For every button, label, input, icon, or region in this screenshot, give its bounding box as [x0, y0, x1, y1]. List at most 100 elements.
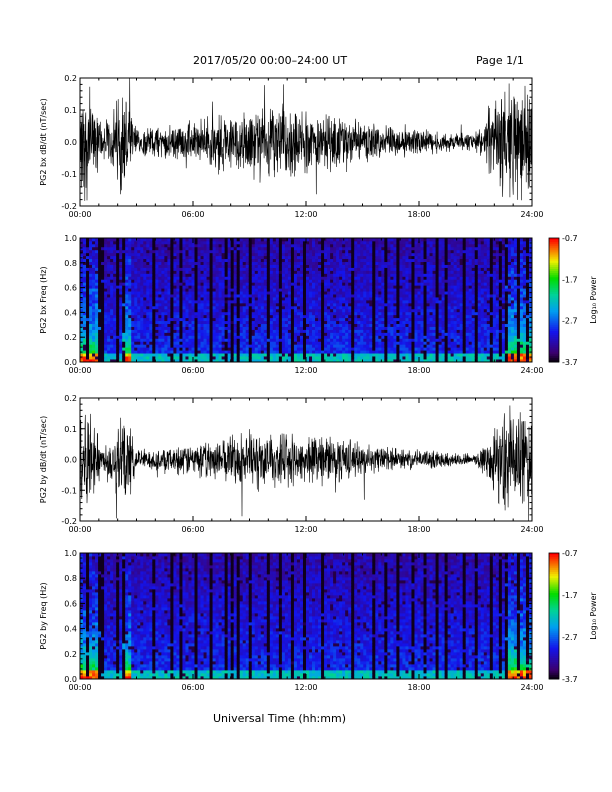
heat-cell: [299, 249, 304, 254]
heat-cell: [269, 317, 274, 322]
heat-cell: [411, 332, 415, 336]
heat-cell: [86, 308, 90, 313]
heat-cell: [191, 326, 195, 330]
heat-cell: [191, 267, 195, 271]
heat-cell: [381, 261, 385, 265]
heat-cell: [266, 255, 271, 260]
heat-cell: [101, 326, 105, 330]
heat-cell: [134, 344, 138, 348]
heat-cell: [360, 347, 364, 351]
heat-cell: [98, 238, 102, 242]
heat-cell: [411, 326, 415, 330]
heat-cell: [269, 267, 274, 271]
heat-cell: [393, 240, 397, 245]
heat-cell: [426, 285, 430, 289]
heat-cell: [224, 332, 229, 336]
heat-cell: [86, 311, 90, 316]
heat-cell: [342, 261, 346, 265]
heat-cell: [197, 267, 201, 271]
heat-cell: [315, 267, 319, 271]
heat-cell: [236, 240, 241, 245]
heat-cell: [143, 297, 147, 301]
heat-cell: [182, 255, 186, 260]
heat-cell: [179, 317, 183, 322]
heat-cell: [420, 300, 424, 304]
heat-cell: [387, 279, 391, 283]
heat-cell: [227, 308, 232, 313]
heat-cell: [161, 332, 165, 336]
heat-cell: [128, 276, 132, 280]
heat-cell: [230, 338, 235, 342]
heat-cell: [287, 356, 292, 360]
heat-cell: [182, 288, 186, 292]
heat-cell: [119, 238, 123, 242]
heat-cell: [242, 300, 247, 304]
heat-cell: [209, 353, 213, 357]
heat-cell: [348, 282, 352, 286]
heat-cell: [402, 273, 406, 277]
heat-cell: [251, 288, 256, 292]
heat-cell: [245, 238, 250, 242]
heat-cell: [197, 311, 201, 316]
heat-cell: [417, 350, 421, 354]
heat-cell: [152, 294, 156, 298]
heat-cell: [224, 297, 229, 301]
heat-cell: [239, 243, 244, 248]
heat-cell: [306, 353, 310, 357]
heat-cell: [113, 338, 117, 342]
heat-cell: [393, 323, 397, 327]
heat-cell: [399, 243, 403, 248]
heat-cell: [399, 308, 403, 313]
heat-cell: [414, 270, 418, 274]
heat-cell: [393, 356, 397, 360]
heat-cell: [197, 276, 201, 280]
heat-cell: [260, 317, 265, 322]
heat-cell: [321, 267, 325, 271]
heat-cell: [233, 270, 238, 274]
heat-cell: [399, 356, 403, 360]
heat-cell: [179, 329, 183, 333]
heat-cell: [110, 347, 114, 351]
heat-cell: [309, 353, 313, 357]
heat-cell: [339, 344, 343, 348]
heat-cell: [411, 294, 415, 298]
heat-cell: [143, 323, 147, 327]
heat-cell: [182, 300, 186, 304]
heat-cell: [399, 282, 403, 286]
heat-cell: [149, 308, 153, 313]
heat-cell: [333, 297, 337, 301]
panel-1-trace: [80, 78, 532, 201]
heat-cell: [206, 249, 210, 254]
heat-cell: [206, 240, 210, 245]
heat-cell: [306, 341, 310, 345]
heat-cell: [257, 267, 262, 271]
heat-cell: [408, 356, 412, 360]
heat-cell: [83, 323, 87, 327]
heat-cell: [293, 329, 298, 333]
heat-cell: [80, 264, 84, 268]
heat-cell: [83, 255, 87, 260]
heat-cell: [161, 329, 165, 333]
heat-cell: [254, 300, 259, 304]
heat-cell: [363, 347, 367, 351]
heat-cell: [399, 338, 403, 342]
heat-cell: [125, 344, 129, 348]
heat-cell: [254, 282, 259, 286]
heat-cell: [176, 359, 180, 363]
heat-cell: [257, 261, 262, 265]
heat-cell: [251, 238, 256, 242]
heat-cell: [372, 276, 376, 280]
heat-cell: [327, 308, 331, 313]
heat-cell: [363, 353, 367, 357]
heat-cell: [200, 285, 204, 289]
heat-cell: [296, 314, 301, 319]
heat-cell: [227, 317, 232, 322]
heat-cell: [414, 279, 418, 283]
heat-cell: [248, 300, 253, 304]
heat-cell: [315, 270, 319, 274]
heat-cell: [155, 317, 159, 322]
heat-cell: [89, 335, 93, 339]
heat-cell: [128, 282, 132, 286]
heat-cell: [390, 276, 394, 280]
heat-cell: [242, 238, 247, 242]
